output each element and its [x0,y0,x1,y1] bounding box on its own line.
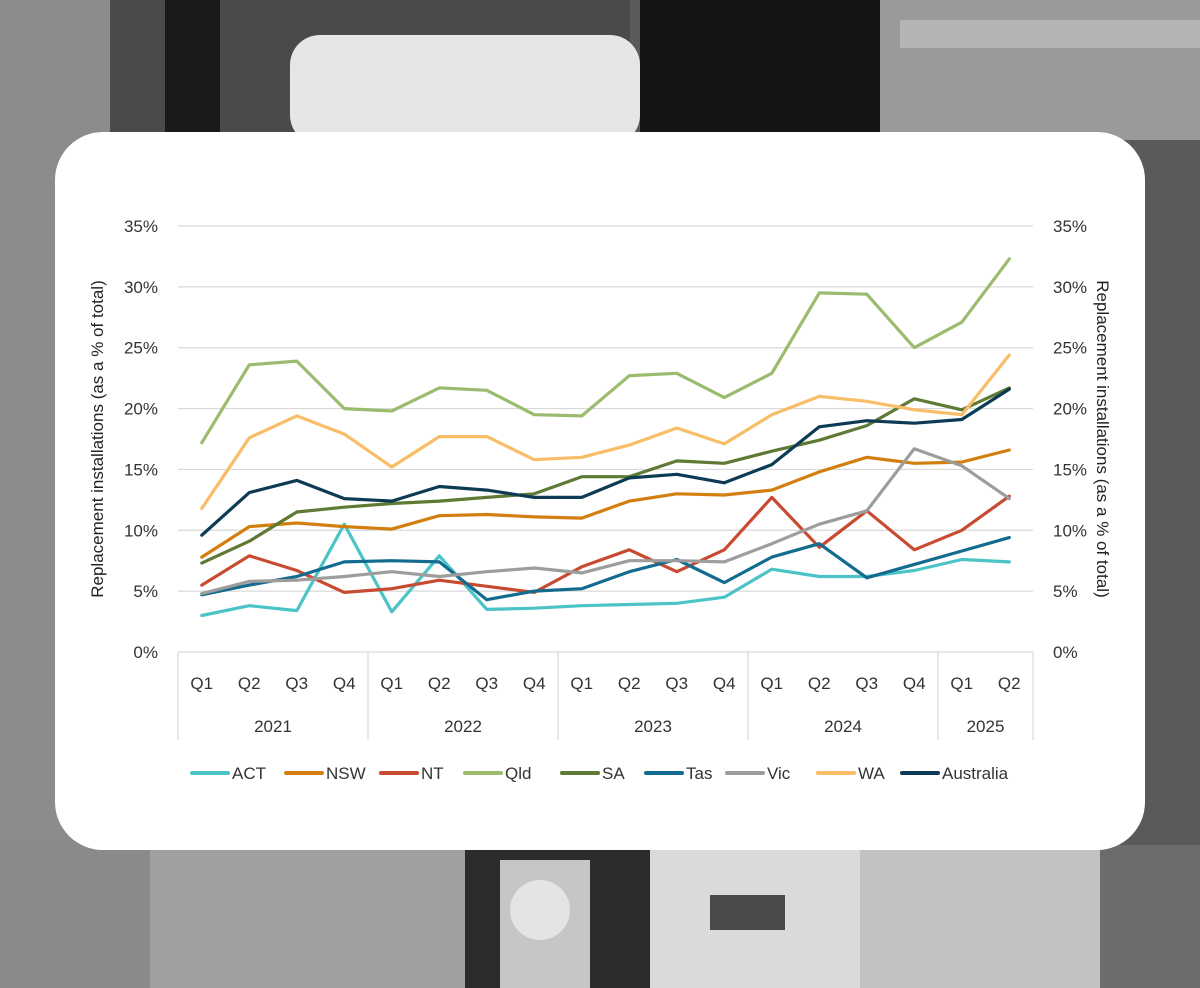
y-tick-label-left: 15% [124,460,158,479]
y-tick-label-left: 20% [124,400,158,419]
y-tick-label-right: 35% [1053,217,1087,236]
series-line-australia [200,387,1011,537]
y-tick-label-right: 25% [1053,339,1087,358]
legend-label-australia: Australia [942,764,1009,783]
legend-label-qld: Qld [505,764,531,783]
legend-label-sa: SA [602,764,625,783]
x-tick-label: Q2 [998,674,1021,693]
y-axis-title-left: Replacement installations (as a % of tot… [88,280,107,598]
series-line-tas [200,536,1011,602]
series-line-nsw [200,448,1011,559]
legend-label-vic: Vic [767,764,791,783]
x-year-label: 2021 [254,717,292,736]
legend-label-nt: NT [421,764,444,783]
y-tick-label-left: 0% [133,643,158,662]
y-tick-label-left: 35% [124,217,158,236]
y-tick-label-right: 0% [1053,643,1078,662]
x-year-label: 2022 [444,717,482,736]
x-tick-label: Q3 [665,674,688,693]
y-axis-title-right: Replacement installations (as a % of tot… [1093,280,1112,598]
x-tick-label: Q3 [855,674,878,693]
chart-card: 0% 0% 5% 5% 10% 10% 15% 15% 20% 20% 25% 25% 30% 30% 35… [55,132,1145,850]
x-tick-label: Q2 [618,674,641,693]
x-tick-label: Q1 [380,674,403,693]
y-tick-label-right: 20% [1053,400,1087,419]
series-line-wa [200,353,1011,510]
y-tick-label-left: 10% [124,521,158,540]
legend-label-act: ACT [232,764,266,783]
series-line-nt [200,494,1011,594]
series-line-qld [200,257,1011,445]
x-tick-label: Q1 [760,674,783,693]
y-tick-label-left: 25% [124,339,158,358]
x-tick-label: Q1 [190,674,213,693]
x-tick-label: Q2 [808,674,831,693]
x-year-label: 2024 [824,717,862,736]
x-tick-label: Q2 [238,674,261,693]
x-tick-label: Q3 [475,674,498,693]
y-tick-label-right: 10% [1053,521,1087,540]
line-chart: 0% 0% 5% 5% 10% 10% 15% 15% 20% 20% 25% 25% 30% 30% 35… [88,217,1112,783]
x-tick-label: Q1 [950,674,973,693]
x-tick-label: Q4 [523,674,546,693]
legend-label-tas: Tas [686,764,712,783]
y-tick-label-right: 15% [1053,460,1087,479]
x-tick-label: Q2 [428,674,451,693]
x-tick-label: Q4 [333,674,356,693]
y-tick-label-right: 5% [1053,582,1078,601]
x-year-label: 2025 [967,717,1005,736]
legend-label-nsw: NSW [326,764,366,783]
y-tick-label-right: 30% [1053,278,1087,297]
x-tick-label: Q4 [713,674,736,693]
x-tick-label: Q1 [570,674,593,693]
y-tick-label-left: 30% [124,278,158,297]
series-line-sa [200,386,1011,565]
y-tick-label-left: 5% [133,582,158,601]
x-tick-label: Q3 [285,674,308,693]
x-year-label: 2023 [634,717,672,736]
x-tick-label: Q4 [903,674,926,693]
legend-label-wa: WA [858,764,885,783]
series-line-vic [200,447,1011,596]
